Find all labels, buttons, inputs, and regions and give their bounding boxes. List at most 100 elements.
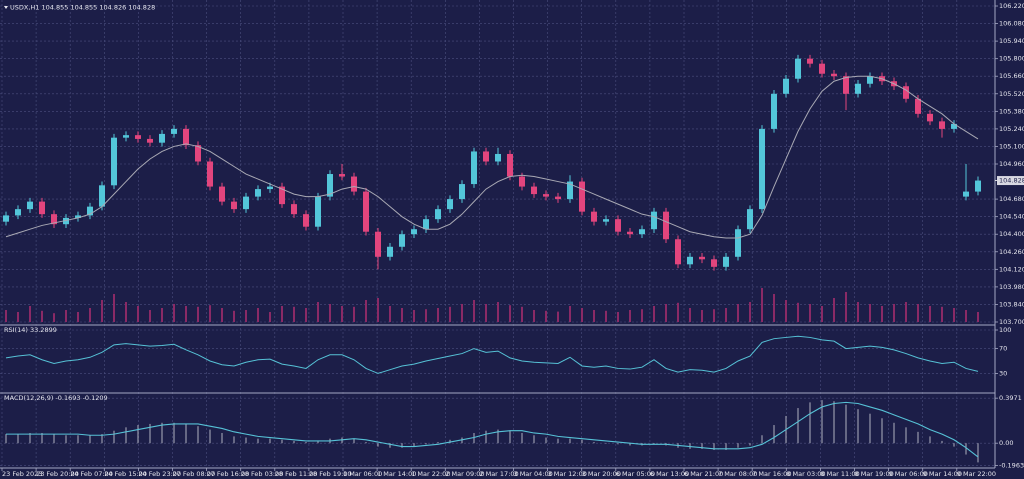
macd-bar: [473, 432, 475, 444]
x-tick-label: 9 Mar 06:00: [889, 470, 928, 478]
volume-bar: [557, 311, 559, 322]
macd-bar: [857, 409, 859, 444]
candle-body: [951, 123, 957, 129]
x-tick-label: 7 Mar 16:00: [752, 470, 791, 478]
volume-bar: [689, 308, 691, 322]
macd-bar: [461, 437, 463, 444]
volume-bar: [425, 309, 427, 322]
grid: [0, 0, 995, 468]
candle-body: [531, 186, 537, 195]
candle-body: [771, 93, 777, 129]
volume-bar: [341, 306, 343, 322]
macd-bar: [833, 401, 835, 444]
macd-bar: [797, 408, 799, 444]
macd-bar: [449, 439, 451, 444]
macd-bar: [17, 434, 19, 444]
volume-bar: [293, 306, 295, 322]
volume-bar: [545, 310, 547, 322]
macd-bar: [929, 436, 931, 444]
volume-bar: [785, 300, 787, 322]
volume-bar: [569, 306, 571, 322]
candle-body: [927, 113, 933, 122]
candle-body: [243, 196, 249, 210]
candle-body: [543, 194, 549, 197]
menu-arrow: [4, 6, 8, 9]
volume-bar: [197, 306, 199, 322]
x-tick-label: 3 Mar 20:00: [582, 470, 621, 478]
volume-bar: [509, 305, 511, 322]
macd-bar: [581, 439, 583, 444]
macd-bar: [269, 438, 271, 444]
candle-body: [495, 153, 501, 162]
candle-body: [399, 234, 405, 247]
volume-bar: [413, 310, 415, 322]
volume-bar: [737, 304, 739, 322]
x-tick-label: 6 Mar 05:00: [616, 470, 655, 478]
candle-body: [315, 196, 321, 227]
y-tick-label: 106.080: [999, 20, 1024, 28]
volume-bar: [5, 310, 7, 322]
candle-body: [279, 186, 285, 205]
macd-bar: [941, 440, 943, 444]
candle-body: [87, 206, 93, 216]
candle-body: [603, 219, 609, 222]
candle-body: [51, 214, 57, 225]
volume-bar: [377, 298, 379, 322]
y-tick-label: 103.980: [999, 283, 1024, 291]
candle-body: [351, 176, 357, 192]
volume-bar: [389, 306, 391, 322]
y-tick-label: 0.3971: [999, 394, 1022, 402]
candle-body: [627, 231, 633, 235]
macd-bar: [689, 443, 691, 449]
macd-bar: [557, 438, 559, 444]
candle-body: [651, 211, 657, 230]
x-tick-label: 2 Mar 17:00: [479, 470, 518, 478]
volume-bar: [905, 302, 907, 322]
volume-bar: [353, 306, 355, 322]
volume-bar: [533, 310, 535, 322]
macd-bar: [65, 435, 67, 444]
macd-title: MACD(12,26,9) -0.1693 -0.1209: [4, 394, 108, 402]
candle-body: [555, 196, 561, 200]
candle-body: [975, 180, 981, 192]
candle-body: [231, 201, 237, 210]
macd-bar: [917, 431, 919, 444]
candle-body: [615, 219, 621, 232]
volume-bar: [101, 300, 103, 322]
volume-bar: [965, 310, 967, 322]
candle-body: [831, 73, 837, 77]
volume-bar: [929, 306, 931, 322]
macd-bar: [149, 423, 151, 444]
candle-body: [855, 83, 861, 94]
volume-bar: [41, 310, 43, 322]
y-tick-label: 103.700: [999, 318, 1024, 326]
macd-bar: [293, 440, 295, 444]
last-price-label: 104.828: [999, 177, 1024, 185]
candle-body: [207, 161, 213, 187]
macd-bar: [869, 413, 871, 444]
candle-body: [387, 246, 393, 257]
candle-body: [3, 215, 9, 222]
candle-body: [867, 76, 873, 84]
volume-bar: [113, 294, 115, 322]
volume-bar: [605, 310, 607, 322]
candle-body: [675, 239, 681, 265]
macd-bar: [569, 438, 571, 444]
macd-bar: [185, 423, 187, 444]
volume-bar: [161, 308, 163, 322]
macd-bar: [485, 430, 487, 444]
macd-bar: [89, 435, 91, 444]
y-tick-label: 105.660: [999, 72, 1024, 80]
macd-bar: [257, 438, 259, 444]
rsi-title: RSI(14) 33.2899: [4, 326, 57, 334]
y-tick-label: 70: [999, 345, 1007, 353]
candle-body: [471, 151, 477, 185]
candle-body: [915, 98, 921, 114]
candle-body: [819, 63, 825, 74]
macd-bar: [773, 425, 775, 444]
volume-bar: [269, 312, 271, 322]
candle-body: [735, 229, 741, 257]
candle-body: [411, 229, 417, 235]
candle-body: [291, 204, 297, 215]
